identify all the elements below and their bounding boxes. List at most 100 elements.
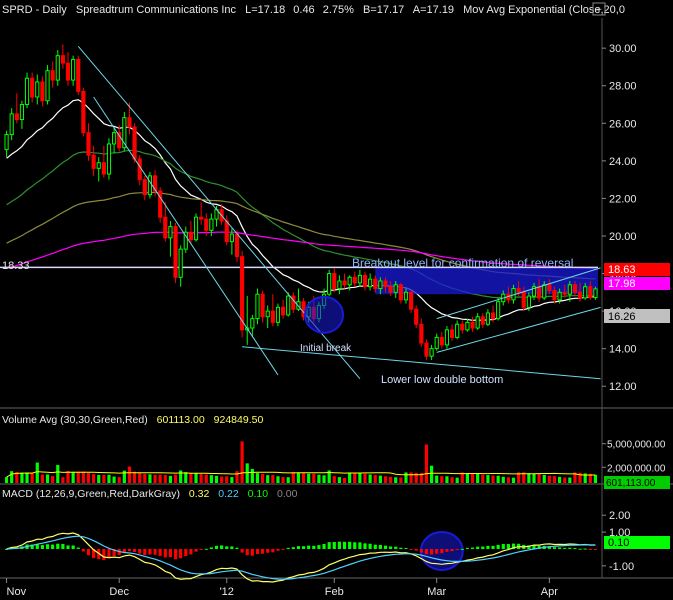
macd-histogram-bar	[337, 541, 341, 549]
macd-histogram-bar	[30, 544, 34, 549]
macd-histogram-bar	[127, 548, 132, 552]
volume-bar	[173, 474, 178, 483]
header-expand-button[interactable]	[592, 2, 606, 16]
volume-bar	[102, 475, 106, 483]
candle-body	[414, 308, 419, 325]
candle-body	[557, 291, 562, 301]
candle-body	[419, 323, 424, 344]
macd-histogram-bar	[588, 548, 592, 550]
volume-bar	[209, 475, 213, 483]
candle-body	[60, 55, 65, 64]
candle-body	[163, 216, 168, 239]
volume-bar	[86, 472, 91, 483]
price-tick-label: 24.00	[609, 156, 637, 168]
candle-body	[373, 278, 378, 290]
date-axis: Nov Dec '12 Feb Mar Apr	[6, 578, 558, 598]
macd-value-3: 0.10	[248, 488, 269, 500]
candle-body	[183, 231, 188, 250]
candle-body	[193, 216, 199, 241]
trendline	[436, 306, 601, 353]
candle-body	[490, 312, 496, 320]
volume-bar	[301, 472, 306, 483]
highlight-circle-price	[304, 295, 345, 334]
candle-body	[449, 329, 455, 338]
volume-bar	[429, 465, 434, 483]
volume-bar	[117, 477, 121, 483]
candle-body	[255, 293, 260, 320]
macd-histogram-bar	[501, 544, 505, 549]
macd-histogram-bar	[399, 547, 403, 549]
breakout-level-label: 18.33	[2, 260, 30, 272]
volume-bar	[168, 475, 173, 483]
macd-histogram-bar	[35, 544, 39, 549]
volume-tag-bg	[604, 476, 670, 489]
candle-body	[465, 321, 470, 331]
volume-bar	[286, 477, 290, 483]
candle-body	[562, 291, 567, 295]
chart-header: SPRD - Daily Spreadtrum Communications I…	[2, 4, 625, 16]
volume-value-1: 601113.00	[157, 414, 205, 426]
volume-bar	[322, 475, 326, 483]
macd-histogram-bar	[547, 546, 551, 549]
volume-bar	[76, 471, 80, 483]
volume-bar	[122, 470, 126, 483]
tag-red-value: 18.63	[608, 264, 636, 276]
bid-price: B=17.17	[363, 4, 404, 16]
macd-histogram-bar	[81, 548, 85, 552]
macd-histogram-bar	[353, 542, 357, 549]
candle-body	[460, 323, 465, 331]
candle-body	[357, 274, 362, 284]
ema-line-50	[6, 149, 596, 299]
candle-body	[455, 323, 460, 338]
volume-bar	[153, 474, 157, 483]
candle-body	[132, 126, 137, 160]
signal-line	[6, 535, 596, 580]
macd-histogram-bar	[450, 548, 454, 552]
macd-histogram-bar	[271, 548, 275, 553]
candle-body	[147, 175, 153, 196]
macd-histogram-bar	[194, 548, 198, 552]
macd-histogram-bar	[358, 542, 362, 549]
macd-histogram-bar	[301, 546, 306, 549]
candle-body	[224, 220, 229, 243]
candle-body	[265, 310, 270, 318]
macd-histogram-bar	[435, 548, 439, 554]
volume-bar	[332, 476, 336, 483]
macd-histogram-bar	[56, 543, 60, 549]
macd-value-4: 0.00	[277, 488, 298, 500]
macd-histogram-bar	[143, 548, 147, 556]
volume-bar	[127, 466, 132, 483]
volume-bar	[399, 477, 403, 483]
candle-body	[496, 301, 501, 320]
volume-bar	[501, 476, 505, 483]
volume-axis: 5,000,000.00 2,000,000.00	[602, 440, 666, 474]
macd-histogram-bar	[383, 545, 388, 549]
volume-bar	[583, 473, 587, 483]
candle-body	[106, 143, 112, 175]
candle-body	[593, 288, 598, 299]
candle-body	[347, 276, 352, 286]
macd-histogram-bar	[168, 548, 173, 558]
candle-body	[127, 117, 132, 128]
candle-body	[516, 288, 521, 293]
macd-histogram-bar	[76, 547, 80, 549]
candle-body	[71, 58, 76, 81]
candle-body	[240, 256, 245, 331]
volume-bar	[179, 470, 183, 483]
macd-histogram-bar	[92, 548, 96, 559]
candle-body	[96, 162, 101, 169]
volume-bar	[358, 473, 362, 483]
macd-histogram-bar	[558, 547, 562, 549]
price-change-pct: 2.75%	[323, 4, 354, 16]
volume-bar	[337, 477, 341, 483]
macd-histogram-bar	[455, 548, 459, 550]
candle-body	[470, 321, 475, 329]
tag-magenta-value: 17.98	[608, 278, 636, 290]
volume-value-2: 924849.50	[214, 414, 264, 426]
volume-bar	[225, 476, 229, 483]
candle-body	[9, 113, 14, 136]
volume-bar	[496, 475, 500, 483]
volume-bar	[107, 474, 111, 483]
volume-tick-label: 2,000,000.00	[607, 463, 666, 474]
candle-body	[55, 55, 60, 81]
